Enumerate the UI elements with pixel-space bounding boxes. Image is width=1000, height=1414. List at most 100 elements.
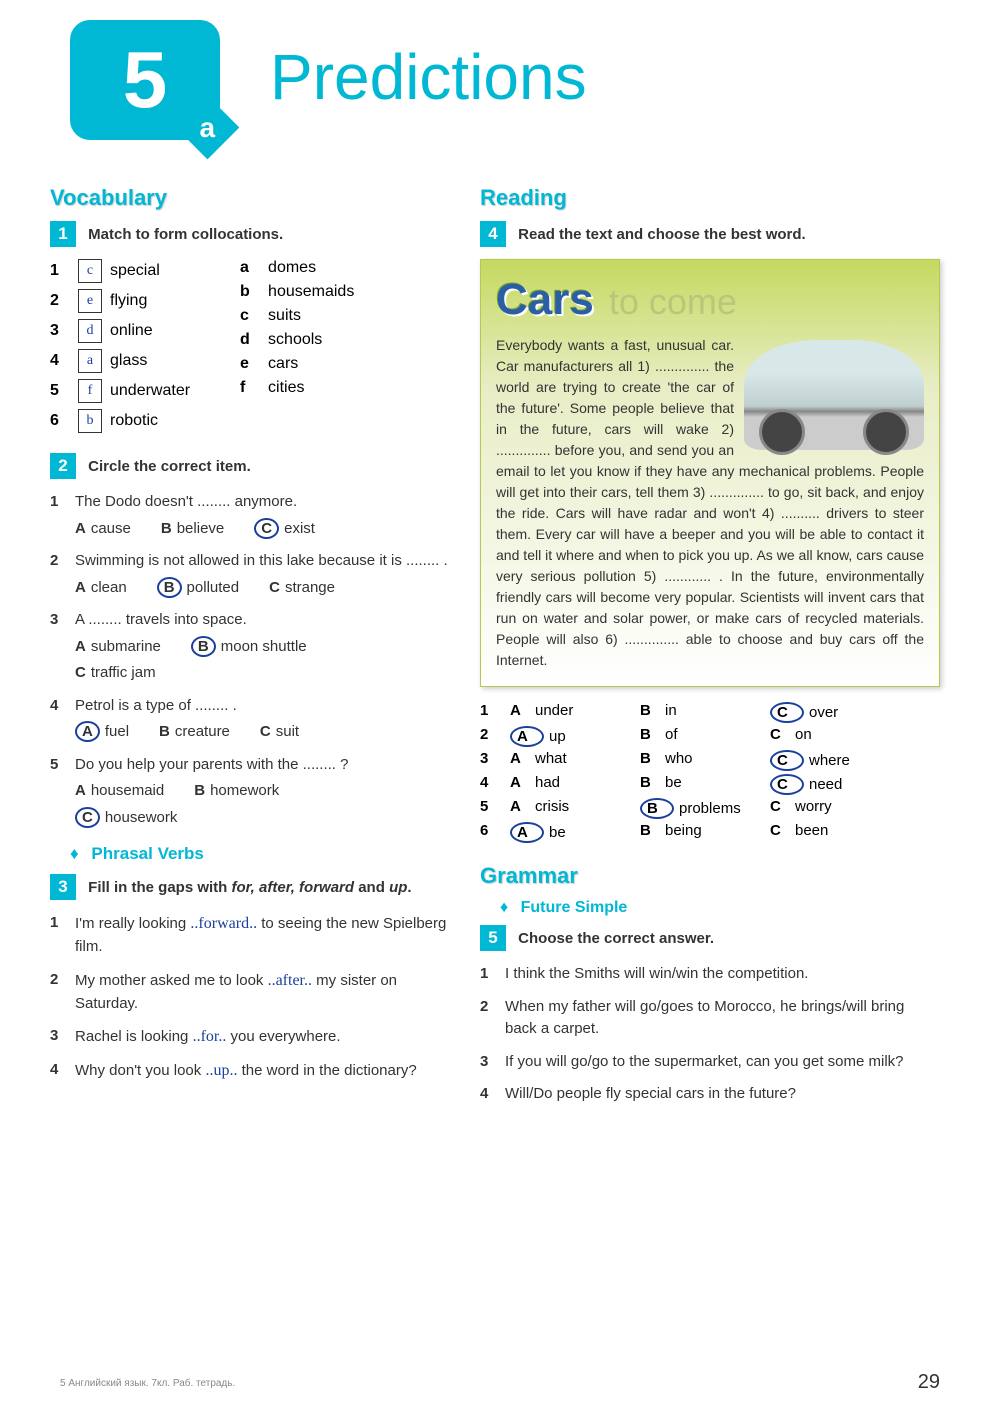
option-letter: C — [254, 518, 279, 539]
answer-option: Acrisis — [510, 798, 640, 819]
match-letter: d — [240, 331, 260, 349]
option: Afuel — [75, 721, 129, 744]
option-letter: B — [640, 750, 660, 767]
option: Bpolluted — [157, 577, 239, 600]
option-letter: A — [510, 750, 530, 767]
task5-instruction: 5 Choose the correct answer. — [480, 925, 940, 951]
option: Bbelieve — [161, 518, 224, 541]
match-answer-box: e — [78, 289, 102, 313]
match-word: flying — [110, 292, 147, 310]
item-num: 4 — [50, 1059, 58, 1082]
match-left-item: 4aglass — [50, 349, 190, 373]
match-word: domes — [268, 259, 316, 277]
match-num: 5 — [50, 382, 70, 400]
match-left-item: 1cspecial — [50, 259, 190, 283]
match-answer-box: d — [78, 319, 102, 343]
options-row: AsubmarineBmoon shuttle — [75, 636, 450, 659]
answer-num: 2 — [480, 726, 510, 747]
match-right-item: csuits — [240, 307, 354, 325]
answer-option: Con — [770, 726, 900, 747]
item-num: 2 — [480, 996, 488, 1019]
option-letter: C — [75, 807, 100, 828]
answer-option: Bof — [640, 726, 770, 747]
match-answer-box: c — [78, 259, 102, 283]
task5-item: 2When my father will go/goes to Morocco,… — [480, 996, 940, 1041]
match-word: special — [110, 262, 160, 280]
left-column: Vocabulary 1 Match to form collocations.… — [50, 180, 450, 1116]
answer-row: 5AcrisisBproblemsCworry — [480, 798, 940, 819]
task2-item: 3A ........ travels into space.Asubmarin… — [50, 609, 450, 685]
match-word: schools — [268, 331, 322, 349]
match-word: cars — [268, 355, 298, 373]
option-letter: A — [75, 638, 86, 655]
task3-item: 3Rachel is looking ..for.. you everywher… — [50, 1025, 450, 1049]
answer-option: Bbe — [640, 774, 770, 795]
task5-items: 1I think the Smiths will win/win the com… — [480, 963, 940, 1106]
option-letter: B — [194, 782, 205, 799]
answer-option: Cover — [770, 702, 900, 723]
match-letter: e — [240, 355, 260, 373]
vocabulary-header: Vocabulary — [50, 185, 450, 211]
option-letter: B — [640, 774, 660, 791]
match-right-item: d schools — [240, 331, 354, 349]
match-answer-box: b — [78, 409, 102, 433]
answer-num: 3 — [480, 750, 510, 771]
handwritten-answer: ..forward.. — [190, 915, 257, 932]
handwritten-answer: ..up.. — [205, 1062, 237, 1079]
options-row: Aclean Bpolluted Cstrange — [75, 577, 450, 600]
option: Csuit — [260, 721, 299, 744]
task1-instruction: 1 Match to form collocations. — [50, 221, 450, 247]
option-letter: A — [75, 782, 86, 799]
title-cars: Cars — [496, 275, 594, 324]
t3-italic2: up — [389, 879, 407, 896]
option: Acause — [75, 518, 131, 541]
option-letter: B — [640, 798, 674, 819]
answer-option: Ahad — [510, 774, 640, 795]
task1-text: Match to form collocations. — [88, 226, 283, 243]
match-word: glass — [110, 352, 147, 370]
reading-box: Carsto come Everybody wants a fast, unus… — [480, 259, 940, 687]
page-title: Predictions — [270, 40, 587, 114]
option-letter: A — [75, 520, 86, 537]
page-number: 29 — [918, 1371, 940, 1394]
task4-text: Read the text and choose the best word. — [518, 226, 806, 243]
answer-option: Abe — [510, 822, 640, 843]
option-letter: C — [269, 579, 280, 596]
option-letter: B — [640, 702, 660, 719]
answer-row: 6AbeBbeingCbeen — [480, 822, 940, 843]
option-letter: B — [191, 636, 216, 657]
answer-row: 1AunderBinCover — [480, 702, 940, 723]
match-word: online — [110, 322, 153, 340]
task5-item: 3If you will go/go to the supermarket, c… — [480, 1051, 940, 1074]
item-num: 4 — [50, 695, 58, 718]
option-letter: C — [75, 664, 86, 681]
option-letter: B — [159, 723, 170, 740]
task2-item: 4Petrol is a type of ........ .AfuelBcre… — [50, 695, 450, 744]
item-num: 3 — [50, 609, 58, 632]
match-left-item: 5funderwater — [50, 379, 190, 403]
task2-text: Circle the correct item. — [88, 458, 251, 475]
task2-item: 5Do you help your parents with the .....… — [50, 754, 450, 830]
task5-item: 4Will/Do people fly special cars in the … — [480, 1083, 940, 1106]
match-letter: c — [240, 307, 260, 325]
option-letter: B — [640, 726, 660, 743]
option-letter: C — [770, 750, 804, 771]
option: Aclean — [75, 577, 127, 600]
task3-item: 1I'm really looking ..forward.. to seein… — [50, 912, 450, 959]
t3-mid: and — [354, 879, 389, 896]
match-num: 6 — [50, 412, 70, 430]
unit-badge: 5 a — [70, 20, 220, 140]
match-answer-box: a — [78, 349, 102, 373]
answer-num: 6 — [480, 822, 510, 843]
option-letter: A — [510, 822, 544, 843]
task2-num: 2 — [50, 453, 76, 479]
option-letter: B — [157, 577, 182, 598]
option: Cstrange — [269, 577, 335, 600]
task3-item: 2My mother asked me to look ..after.. my… — [50, 969, 450, 1016]
match-letter: f — [240, 379, 260, 397]
diamond-icon: ♦ — [70, 844, 79, 863]
option: Cexist — [254, 518, 315, 541]
grammar-sub: ♦ Future Simple — [500, 899, 940, 917]
options-row: Acause Bbelieve Cexist — [75, 518, 450, 541]
grammar-header: Grammar — [480, 863, 940, 889]
